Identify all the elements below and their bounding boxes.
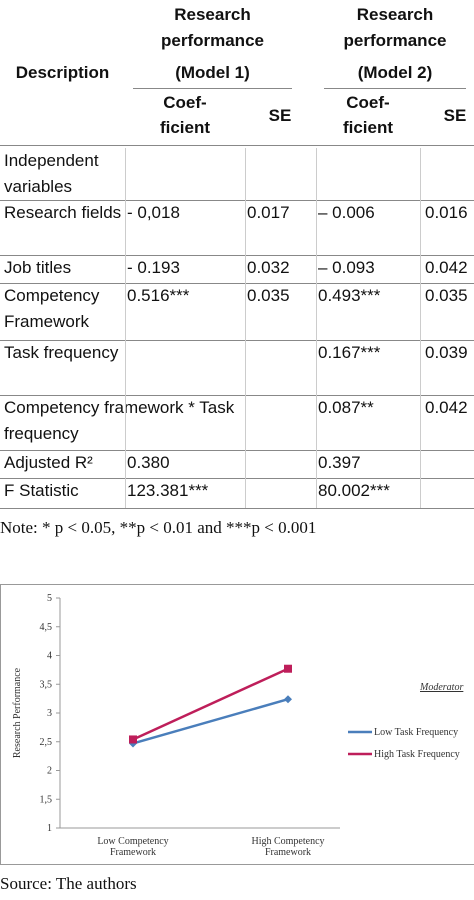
row-label: Competency framework * Task frequency xyxy=(4,398,235,443)
header-description: Description xyxy=(15,63,110,82)
row-label: Adjusted R² xyxy=(4,453,93,472)
rule xyxy=(0,450,474,451)
y-tick-label: 4,5 xyxy=(40,622,53,633)
header-group: Research performance xyxy=(161,5,264,50)
header-model: (Model 1) xyxy=(175,63,250,82)
rule xyxy=(0,200,474,201)
y-axis-label: Research Performance xyxy=(12,667,23,758)
x-tick-label: High Competency Framework xyxy=(251,836,324,858)
rule xyxy=(0,395,474,396)
column-rule xyxy=(420,148,421,508)
marker xyxy=(284,664,292,673)
series-line xyxy=(132,667,289,741)
value: 0.017 xyxy=(247,203,290,222)
value: - 0,018 xyxy=(127,203,180,222)
value: 0.035 xyxy=(247,286,290,305)
x-tick-label: Low Competency Framework xyxy=(97,836,168,858)
note: Note: * p < 0.05, **p < 0.01 and ***p < … xyxy=(0,518,317,537)
rule xyxy=(0,478,474,479)
row-label: Task frequency xyxy=(4,343,119,362)
chart-frame xyxy=(0,584,474,865)
value: 0.397 xyxy=(318,453,361,472)
marker xyxy=(129,735,137,744)
value: 0.516*** xyxy=(127,286,190,305)
rule xyxy=(0,283,474,284)
value: – 0.006 xyxy=(318,203,375,222)
value: 0.039 xyxy=(425,343,468,362)
y-tick-label: 2,5 xyxy=(40,737,53,748)
y-tick-label: 1 xyxy=(47,823,52,834)
rule xyxy=(133,88,292,89)
y-tick-label: 2 xyxy=(47,766,52,777)
row-label: Research fields xyxy=(4,203,122,222)
header-se: SE xyxy=(268,106,292,125)
header-group: Research performance xyxy=(343,5,447,50)
y-tick-label: 3,5 xyxy=(40,679,53,690)
value: – 0.093 xyxy=(318,258,375,277)
row-label: Competency Framework xyxy=(4,286,100,331)
value: 80.002*** xyxy=(318,481,390,500)
rule xyxy=(0,145,474,146)
value: 0.016 xyxy=(425,203,468,222)
rule xyxy=(324,88,466,89)
column-rule xyxy=(316,148,317,508)
y-tick-label: 1,5 xyxy=(40,794,53,805)
source: Source: The authors xyxy=(0,874,137,893)
value: 123.381*** xyxy=(127,481,209,500)
rule xyxy=(0,255,474,256)
value: 0.087** xyxy=(318,398,374,417)
y-tick-label: 5 xyxy=(47,593,52,604)
series-line xyxy=(132,697,289,745)
y-tick-label: 4 xyxy=(47,651,52,662)
marker xyxy=(284,695,292,704)
value: 0.032 xyxy=(247,258,290,277)
header-coef: ficient xyxy=(159,118,211,137)
header-coef: Coef- xyxy=(346,93,390,112)
value: 0.042 xyxy=(425,398,468,417)
column-rule xyxy=(245,148,246,508)
header-coef: ficient xyxy=(342,118,394,137)
header-coef: Coef- xyxy=(163,93,207,112)
legend-label: Low Task Frequency xyxy=(374,727,458,738)
column-rule xyxy=(125,148,126,508)
legend-title: Moderator xyxy=(419,682,463,693)
marker xyxy=(129,739,137,748)
rule xyxy=(0,508,474,509)
value: 0.493*** xyxy=(318,286,381,305)
row-label: Independent variables xyxy=(4,151,99,196)
value: 0.042 xyxy=(425,258,468,277)
rule xyxy=(0,340,474,341)
header-model: (Model 2) xyxy=(357,63,433,82)
value: - 0.193 xyxy=(127,258,180,277)
value: 0.167*** xyxy=(318,343,381,362)
value: 0.380 xyxy=(127,453,170,472)
y-tick-label: 3 xyxy=(47,708,52,719)
header-se: SE xyxy=(443,106,467,125)
value: 0.035 xyxy=(425,286,468,305)
row-label: F Statistic xyxy=(4,481,79,500)
row-label: Job titles xyxy=(4,258,72,277)
legend-label: High Task Frequency xyxy=(374,749,460,760)
chart: 1 1,5 2 2,5 3 3,5 4 4,5 5 Research Performance Low… xyxy=(0,584,474,865)
